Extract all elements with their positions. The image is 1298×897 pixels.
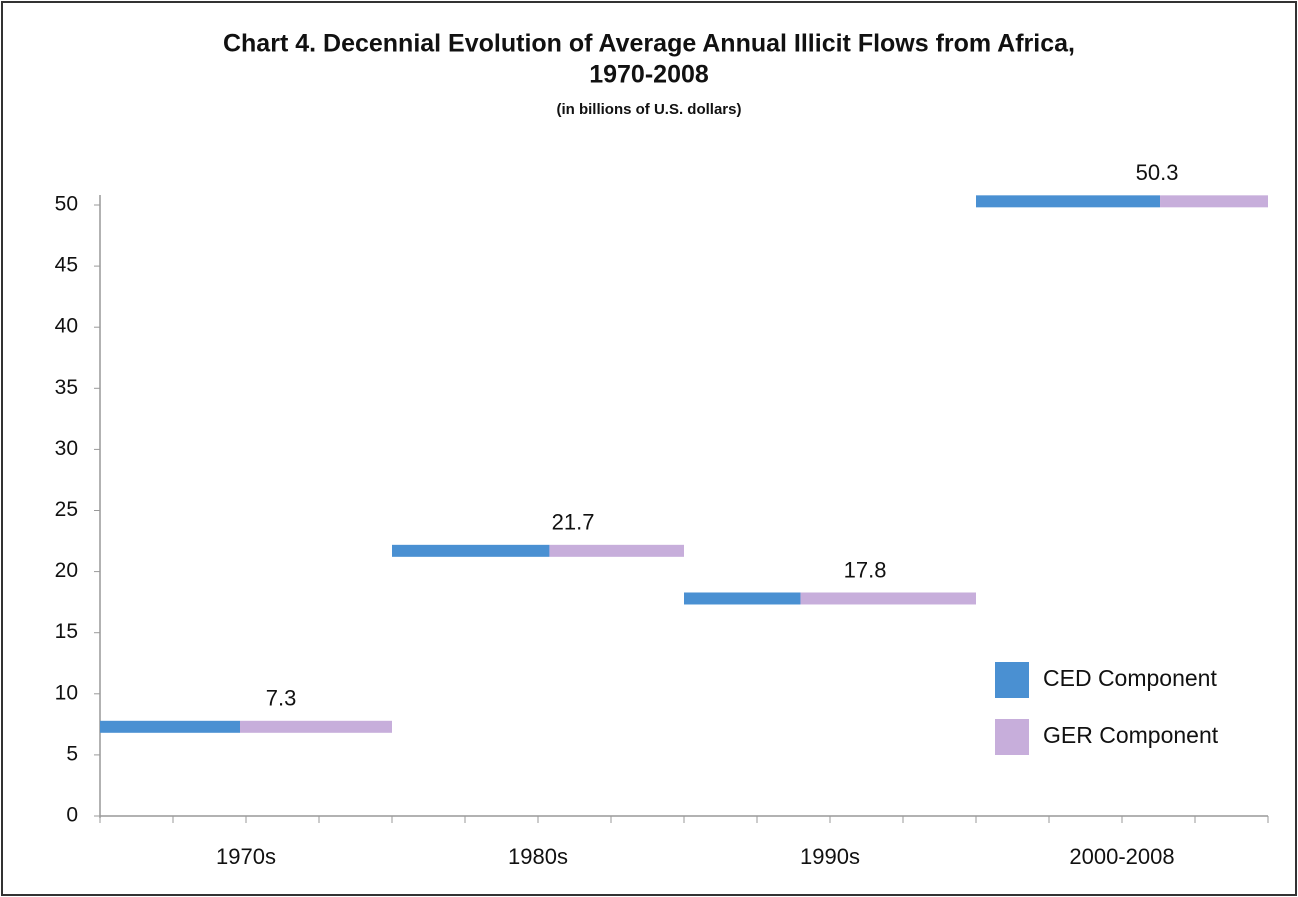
bar-segment xyxy=(392,544,550,557)
y-tick-label: 25 xyxy=(55,498,78,521)
data-label: 21.7 xyxy=(552,510,595,535)
y-tick-label: 15 xyxy=(55,620,78,643)
data-label: 50.3 xyxy=(1136,160,1179,185)
x-tick-label: 1990s xyxy=(800,844,860,869)
legend-swatch xyxy=(995,662,1029,698)
x-tick-label: 2000-2008 xyxy=(1069,844,1174,869)
chart-title: Chart 4. Decennial Evolution of Average … xyxy=(223,30,1075,58)
y-tick-label: 45 xyxy=(55,254,78,277)
bar-segment xyxy=(100,720,240,733)
bar-segment xyxy=(549,544,684,557)
y-tick-label: 10 xyxy=(55,681,78,704)
legend-swatch xyxy=(995,719,1029,755)
y-tick-label: 40 xyxy=(55,315,78,338)
data-label: 17.8 xyxy=(844,557,887,582)
bar-segment xyxy=(976,195,1161,208)
y-tick-label: 50 xyxy=(55,193,78,216)
y-tick-label: 35 xyxy=(55,376,78,399)
bar-segment xyxy=(684,592,801,605)
chart-subtitle: (in billions of U.S. dollars) xyxy=(556,101,741,118)
y-tick-label: 30 xyxy=(55,437,78,460)
y-tick-label: 5 xyxy=(66,742,78,765)
bar-segment xyxy=(800,592,976,605)
bar-segment xyxy=(1160,195,1268,208)
y-tick-label: 20 xyxy=(55,559,78,582)
x-tick-label: 1980s xyxy=(508,844,568,869)
y-tick-label: 0 xyxy=(66,804,78,827)
legend-label: CED Component xyxy=(1043,665,1217,691)
x-tick-label: 1970s xyxy=(216,844,276,869)
chart-title-line2: 1970-2008 xyxy=(589,61,709,89)
data-label: 7.3 xyxy=(266,686,297,711)
bar-segment xyxy=(240,720,392,733)
legend-label: GER Component xyxy=(1043,722,1219,748)
